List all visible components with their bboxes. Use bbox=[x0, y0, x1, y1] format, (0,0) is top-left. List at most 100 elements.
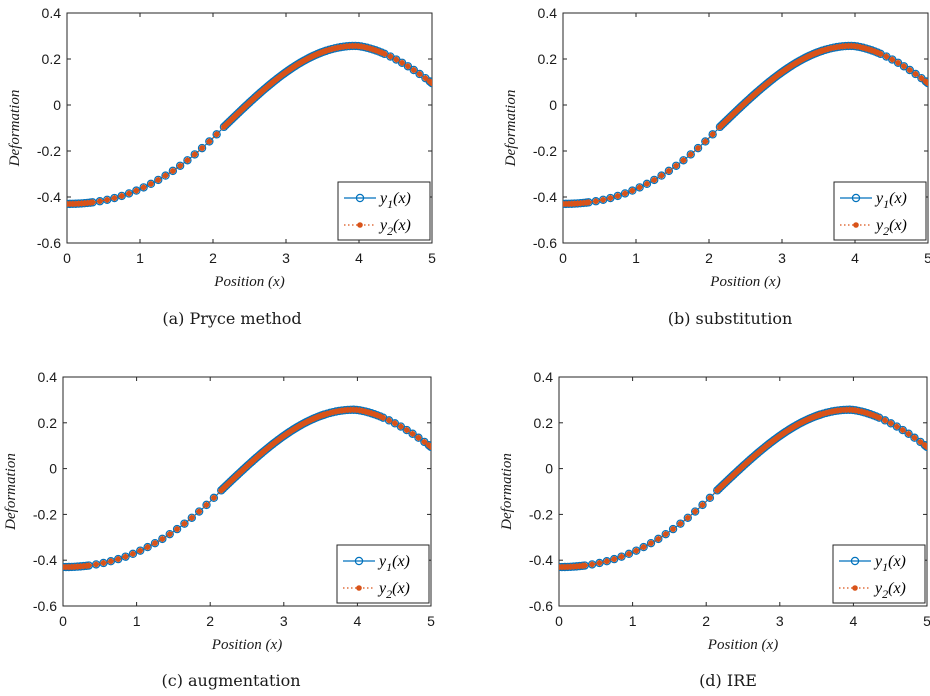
series-y2-point bbox=[691, 508, 699, 515]
subfigure-caption: (a) Pryce method bbox=[162, 309, 301, 328]
series-y2-point bbox=[906, 66, 913, 74]
x-axis-label: Position (x) bbox=[709, 274, 780, 290]
series-y1-point bbox=[690, 507, 700, 516]
series-y1-point bbox=[128, 549, 138, 559]
series-y2-point bbox=[206, 138, 213, 145]
y-tick-label: -0.4 bbox=[37, 189, 61, 205]
series-y2-point bbox=[662, 530, 669, 538]
series-y1-point bbox=[121, 552, 130, 561]
series-y2-point bbox=[607, 194, 614, 202]
series-y1-point bbox=[158, 534, 167, 544]
series-y2-point bbox=[118, 192, 125, 200]
series-y1-point bbox=[671, 161, 681, 170]
series-y2-point bbox=[397, 423, 405, 430]
series-y2-point bbox=[912, 70, 919, 78]
series-y2-point bbox=[899, 426, 906, 434]
series-y1-point bbox=[139, 183, 148, 192]
series-y1-point bbox=[617, 552, 626, 561]
series-y2-point bbox=[905, 430, 912, 437]
series-y1-point bbox=[657, 171, 666, 180]
series-group bbox=[559, 405, 927, 572]
series-y2-point bbox=[115, 555, 122, 563]
series-y1-point bbox=[143, 542, 152, 552]
series-y2-point bbox=[147, 180, 155, 188]
legend-box bbox=[336, 544, 430, 604]
x-tick-label: 4 bbox=[851, 250, 859, 266]
subplot-a: 0 1 2 3 4 5 -0.6 -0.4 -0.2 0 0.2 0.4 Position (x) Def… bbox=[7, 5, 436, 328]
series-y1-point bbox=[165, 529, 174, 539]
x-tick-label: 5 bbox=[923, 613, 930, 629]
x-tick-label: 0 bbox=[59, 613, 67, 629]
series-y2-point bbox=[709, 131, 716, 138]
series-y1-point bbox=[194, 507, 204, 516]
series-y1-point bbox=[408, 429, 417, 438]
series-y2-point bbox=[191, 151, 198, 158]
series-y2-point bbox=[409, 430, 416, 437]
y-tick-label: 0.4 bbox=[534, 369, 554, 385]
series-y2-point bbox=[625, 550, 633, 558]
series-y2-point bbox=[633, 547, 640, 554]
series-y1-point bbox=[679, 156, 688, 165]
series-y2-point bbox=[133, 187, 140, 194]
legend-marker-circle bbox=[355, 193, 365, 203]
y-tick-label: -0.2 bbox=[37, 143, 61, 159]
series-y1-point bbox=[180, 519, 189, 528]
series-y2-point bbox=[877, 50, 884, 58]
series-y1-point bbox=[150, 538, 160, 548]
series-y2-point bbox=[699, 501, 706, 509]
series-y1-point bbox=[910, 433, 919, 442]
series-y1-point bbox=[402, 425, 411, 435]
series-y1-point bbox=[635, 183, 644, 192]
series-y1-point bbox=[654, 534, 663, 544]
subfigure-caption: (b) substitution bbox=[668, 309, 793, 328]
series-y1-point bbox=[154, 175, 163, 185]
series-y2-point bbox=[585, 199, 592, 206]
series-y2-point bbox=[181, 520, 188, 527]
series-y1-point bbox=[146, 179, 156, 189]
series-y2-point bbox=[381, 50, 388, 58]
x-tick-label: 5 bbox=[428, 250, 436, 266]
series-y1-point bbox=[168, 166, 178, 176]
series-y1-point bbox=[650, 175, 659, 185]
series-y2-point bbox=[427, 443, 431, 451]
y-tick-label: -0.2 bbox=[33, 506, 57, 522]
legend-label: y2(x) bbox=[874, 217, 907, 238]
y-axis-label: Deformation bbox=[3, 453, 19, 531]
y-tick-label: -0.6 bbox=[533, 235, 557, 251]
series-y2-point bbox=[603, 558, 611, 565]
legend-item-2: y2(x) bbox=[839, 580, 906, 601]
series-y1-point bbox=[415, 69, 424, 79]
series-y2-point bbox=[665, 167, 673, 175]
series-y1-point bbox=[106, 557, 116, 566]
series-y1-point bbox=[698, 500, 707, 510]
series-y1-point bbox=[172, 524, 182, 534]
series-y2-point bbox=[415, 434, 422, 441]
series-y1-point bbox=[905, 65, 914, 75]
series-y2-point bbox=[188, 514, 195, 521]
series-y1-point bbox=[202, 500, 211, 510]
y-tick-label: -0.4 bbox=[33, 552, 57, 568]
series-y2-point bbox=[887, 420, 895, 427]
legend-marker-circle bbox=[354, 556, 364, 566]
series-y1-point bbox=[664, 166, 674, 176]
legend-label: y1(x) bbox=[377, 553, 410, 574]
series-y2-point bbox=[137, 547, 144, 554]
series-y1-point bbox=[424, 440, 431, 450]
series-y1-point bbox=[898, 425, 907, 435]
series-y2-point bbox=[195, 508, 203, 515]
x-tick-label: 4 bbox=[355, 250, 363, 266]
x-tick-label: 0 bbox=[555, 613, 563, 629]
series-group bbox=[63, 405, 431, 572]
series-y2-point bbox=[680, 157, 687, 164]
series-y2-point bbox=[151, 539, 159, 547]
series-y2-point bbox=[893, 423, 901, 430]
y-tick-label: 0.2 bbox=[534, 415, 554, 431]
y-tick-label: -0.6 bbox=[33, 598, 57, 614]
legend-box bbox=[832, 544, 926, 604]
series-y1-point bbox=[414, 433, 423, 442]
series-y2-point bbox=[111, 194, 118, 202]
series-y2-point bbox=[421, 438, 428, 446]
series-y2-point bbox=[911, 434, 918, 441]
legend-item-1: y1(x) bbox=[840, 190, 907, 211]
legend-label: y2(x) bbox=[873, 580, 906, 601]
